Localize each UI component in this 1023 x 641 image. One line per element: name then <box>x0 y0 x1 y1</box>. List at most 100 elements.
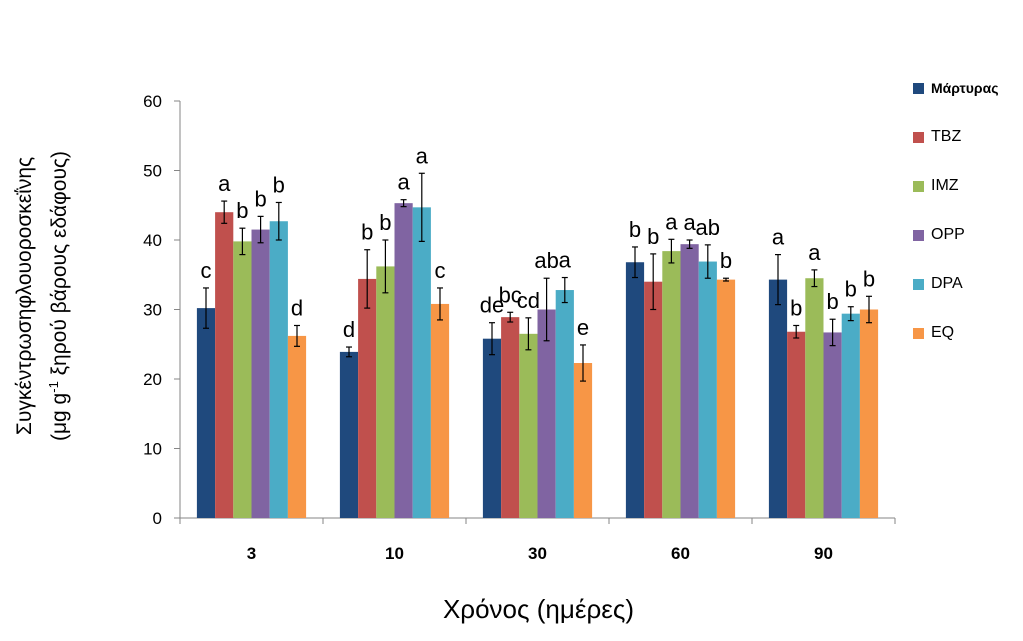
bar <box>358 278 377 518</box>
significance-letter: b <box>629 217 641 242</box>
significance-letter: c <box>435 258 446 283</box>
bar <box>698 261 717 518</box>
significance-letter: a <box>772 225 785 250</box>
legend-swatch <box>913 229 924 241</box>
legend-label: Μάρτυρας <box>931 80 999 96</box>
y-tick-label: 60 <box>143 92 162 111</box>
y-axis-title-part: ξηρού βάρους εδάφους) <box>48 150 71 376</box>
significance-letter: d <box>343 317 355 342</box>
x-tick-label: 90 <box>814 544 833 563</box>
bar <box>482 338 502 518</box>
bar <box>430 303 450 518</box>
legend-item-imz: IMZ <box>913 176 959 196</box>
bar <box>501 317 520 518</box>
significance-letter: c <box>201 258 212 283</box>
bar <box>412 207 431 518</box>
y-axis-title-sup: -1 <box>46 381 61 393</box>
significance-letter: b <box>236 198 248 223</box>
significance-letter: a <box>559 248 572 273</box>
x-tick-label: 3 <box>247 544 256 563</box>
bar <box>625 262 645 518</box>
legend-label: OPP <box>931 226 965 243</box>
bar <box>215 212 234 518</box>
bar <box>233 241 252 518</box>
bar <box>841 313 860 518</box>
y-axis-title-part: (μg g <box>48 392 71 442</box>
y-tick-label: 0 <box>153 509 162 528</box>
significance-letter: b <box>790 295 802 320</box>
legend-item-control: Μάρτυρας <box>913 78 998 98</box>
bar <box>823 332 842 518</box>
x-axis-title-text: Χρόνος (ημέρες) <box>442 594 635 624</box>
significance-letter: ab <box>534 248 558 273</box>
significance-letter: b <box>826 289 838 314</box>
bar <box>555 290 574 518</box>
significance-letter: a <box>808 240 821 265</box>
bar <box>339 351 359 518</box>
x-tick-label: 10 <box>385 544 404 563</box>
significance-letter: a <box>665 209 678 234</box>
legend-label: IMZ <box>931 177 959 194</box>
legend-swatch <box>913 180 924 192</box>
bar <box>376 266 395 518</box>
bar <box>787 331 806 518</box>
significance-letter: a <box>683 210 696 235</box>
bar <box>662 251 681 518</box>
significance-letter: a <box>416 143 429 168</box>
legend-item-tbz: TBZ <box>913 127 961 147</box>
x-tick-label: 30 <box>528 544 547 563</box>
significance-letter: d <box>291 295 303 320</box>
significance-letter: b <box>361 220 373 245</box>
bars <box>196 203 879 519</box>
bar <box>196 308 216 518</box>
y-tick-label: 10 <box>143 440 162 459</box>
significance-letter: bc <box>499 282 522 307</box>
bar <box>644 281 663 518</box>
significance-letter: ab <box>696 215 720 240</box>
significance-letter: cd <box>517 288 540 313</box>
legend-swatch <box>913 82 924 94</box>
y-axis-title-line1: Συγκέντρωσηφλουοροσκεΐνης <box>13 156 36 436</box>
y-axis-title-line2: (μg g-1 ξηρού βάρους εδάφους) <box>39 151 74 441</box>
bar <box>394 203 413 519</box>
significance-letter: e <box>577 315 589 340</box>
bar <box>768 279 788 518</box>
significance-letter: a <box>397 170 410 195</box>
bar <box>537 309 556 518</box>
legend-label: EQ <box>931 324 955 341</box>
y-tick-label: 30 <box>143 301 162 320</box>
x-tick-label: 60 <box>671 544 690 563</box>
legend-item-dpa: DPA <box>913 274 963 294</box>
bar <box>287 335 307 518</box>
bar <box>680 244 699 519</box>
bar <box>251 229 270 518</box>
significance-letter: b <box>379 210 391 235</box>
significance-letter: b <box>254 186 266 211</box>
y-tick-label: 50 <box>143 162 162 181</box>
legend-swatch <box>913 327 924 339</box>
significance-letter: b <box>647 224 659 249</box>
significance-letter: b <box>273 172 285 197</box>
error-bars <box>203 172 872 382</box>
significance-letter: b <box>863 266 875 291</box>
significance-letter: de <box>480 293 504 318</box>
bar <box>859 309 879 518</box>
legend-label: DPA <box>931 275 963 292</box>
legend-item-eq: EQ <box>913 323 954 343</box>
y-tick-label: 20 <box>143 370 162 389</box>
significance-letter: b <box>720 248 732 273</box>
bar <box>716 279 736 518</box>
legend-label: TBZ <box>931 128 962 145</box>
bar <box>519 333 538 518</box>
legend-swatch <box>913 278 924 290</box>
y-tick-label: 40 <box>143 231 162 250</box>
bar <box>573 363 593 518</box>
legend-item-opp: OPP <box>913 225 965 245</box>
significance-letter: b <box>845 277 857 302</box>
legend-swatch <box>913 131 924 143</box>
bar <box>805 278 824 518</box>
axes: 0 10 20 30 40 50 60 3 10 30 60 90 <box>143 92 896 563</box>
significance-letter: a <box>218 171 231 196</box>
